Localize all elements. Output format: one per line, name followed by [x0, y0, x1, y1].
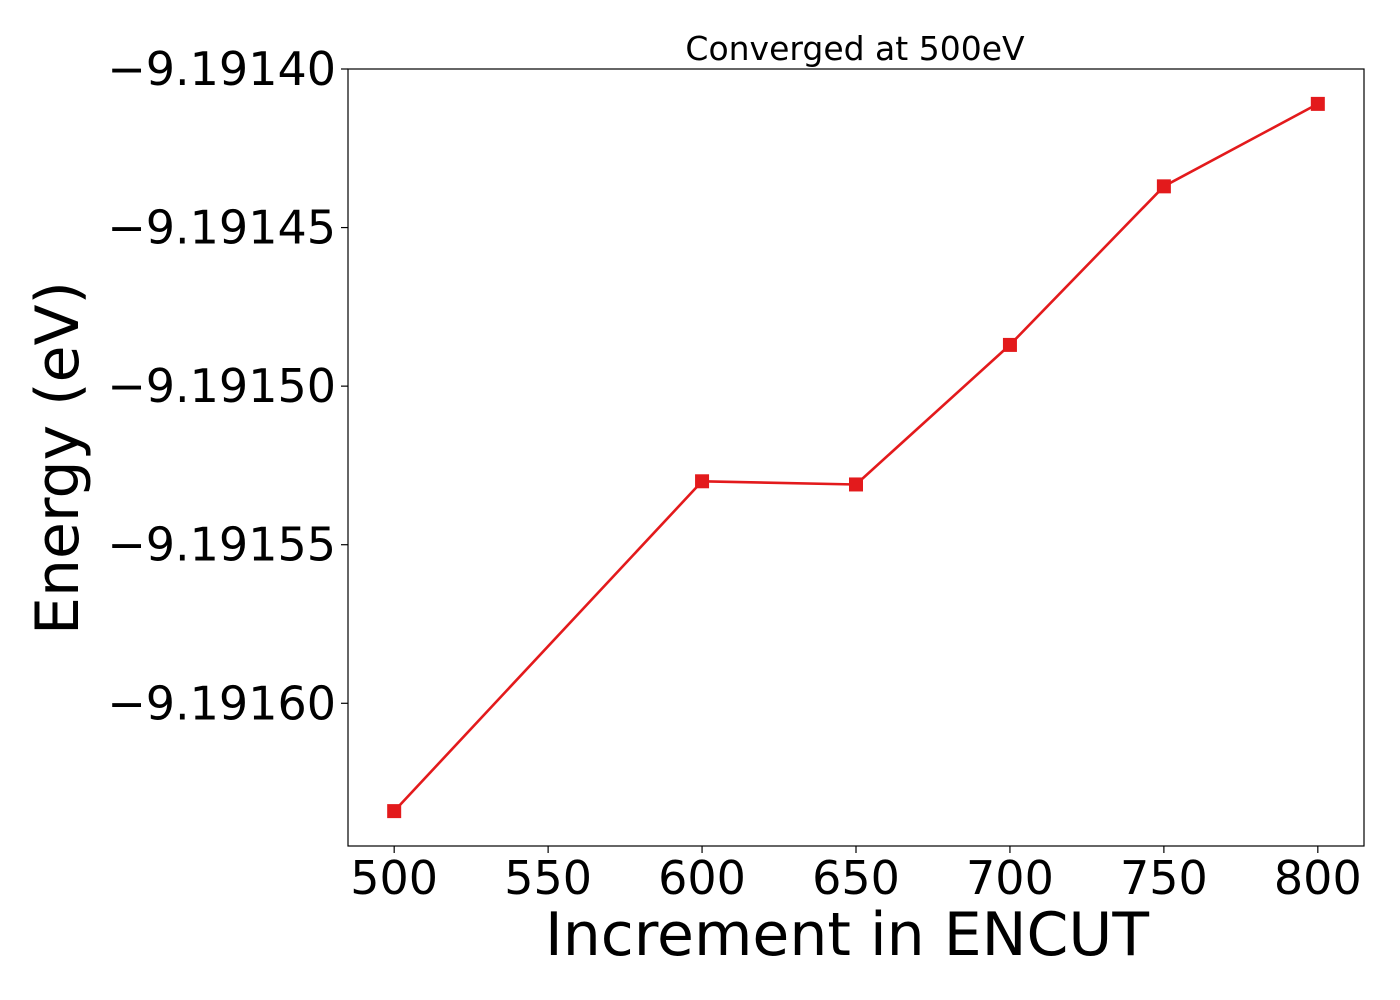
y-tick-label: −9.19160 [107, 676, 336, 730]
chart-title: Converged at 500eV [685, 29, 1025, 68]
data-point-marker [1002, 337, 1017, 352]
plot-frame [347, 68, 1365, 847]
y-tick-label: −9.19140 [107, 42, 336, 96]
series-line [393, 102, 1319, 812]
data-point-marker [1156, 179, 1171, 194]
x-tick-label: 550 [504, 851, 592, 905]
plot-area: 500 550 600 650 700 750 800 −9.19160 −9.19155 −9.… [107, 42, 1365, 905]
y-tick-label: −9.19145 [107, 201, 336, 255]
data-point-marker [1310, 96, 1325, 111]
y-tick-label: −9.19150 [107, 359, 336, 413]
x-tick-label: 750 [1120, 851, 1208, 905]
y-tick-label: −9.19155 [107, 518, 336, 572]
x-tick-label: 500 [350, 851, 438, 905]
y-axis-title: Energy (eV) [23, 281, 93, 635]
x-tick-label: 800 [1274, 851, 1362, 905]
x-tick-label: 600 [658, 851, 746, 905]
data-point-marker [695, 474, 710, 489]
x-tick-label: 650 [812, 851, 900, 905]
x-tick-label: 700 [966, 851, 1054, 905]
x-axis-title: Increment in ENCUT [545, 900, 1149, 970]
data-point-marker [849, 477, 863, 492]
data-point-marker [387, 804, 402, 819]
